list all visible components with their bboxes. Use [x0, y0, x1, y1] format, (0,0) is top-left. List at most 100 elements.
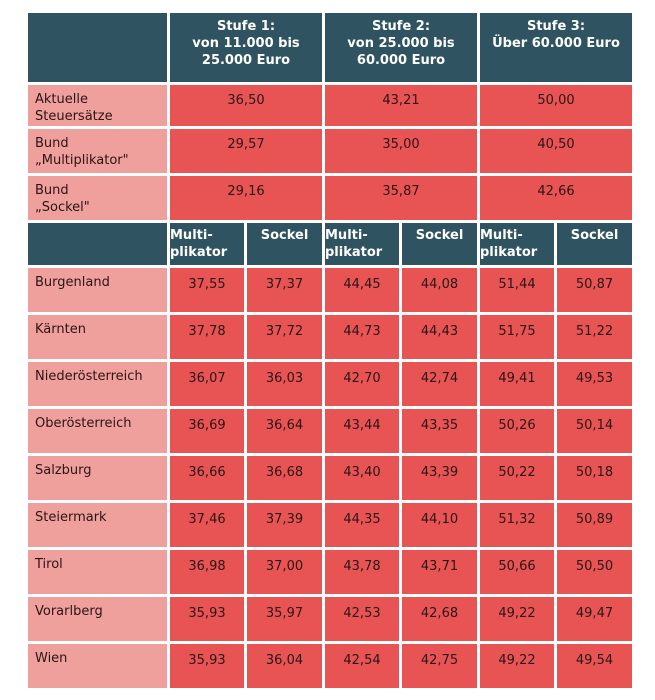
header-stufe2-line: Stufe 2:	[371, 19, 431, 34]
summary-value-cell: 50,00	[480, 85, 632, 126]
state-value-cell: 44,43	[402, 315, 477, 359]
subheader-multiplikator-line: plikator	[480, 245, 538, 260]
state-row: Wien 35,93 36,04 42,54 42,75 49,22 49,54	[28, 644, 632, 688]
state-value-cell: 44,45	[325, 268, 399, 312]
subheader-multiplikator: Multi-plikator	[480, 223, 554, 265]
state-value-cell: 49,47	[557, 597, 632, 641]
state-value-cell: 42,75	[402, 644, 477, 688]
summary-value-cell: 29,57	[170, 129, 322, 173]
state-value-cell: 49,54	[557, 644, 632, 688]
state-value-cell: 42,70	[325, 362, 399, 406]
summary-row: Bund „Sockel" 29,16 35,87 42,66	[28, 176, 632, 220]
header-stufe3-line: Stufe 3:	[526, 19, 586, 34]
state-value-cell: 42,68	[402, 597, 477, 641]
subheader-multiplikator: Multi-plikator	[170, 223, 244, 265]
state-name: Tirol	[28, 550, 167, 594]
summary-value-cell: 40,50	[480, 129, 632, 173]
summary-label-line: Bund	[35, 183, 69, 198]
state-row: Niederösterreich 36,07 36,03 42,70 42,74 49,4…	[28, 362, 632, 406]
summary-value-cell: 35,00	[325, 129, 477, 173]
summary-label: Aktuelle Steuersätze	[28, 85, 167, 126]
summary-value-cell: 36,50	[170, 85, 322, 126]
header-corner-cell	[28, 13, 167, 82]
state-value-cell: 44,10	[402, 503, 477, 547]
state-value-cell: 43,44	[325, 409, 399, 453]
header-stufe1-line: Stufe 1:	[216, 19, 276, 34]
state-value-cell: 50,89	[557, 503, 632, 547]
state-value-cell: 51,44	[480, 268, 554, 312]
state-value-cell: 35,97	[247, 597, 322, 641]
state-value-cell: 42,74	[402, 362, 477, 406]
state-name: Niederösterreich	[28, 362, 167, 406]
state-value-cell: 35,93	[170, 644, 244, 688]
state-row: Burgenland 37,55 37,37 44,45 44,08 51,44 50,87	[28, 268, 632, 312]
state-row: Steiermark 37,46 37,39 44,35 44,10 51,32 50,89	[28, 503, 632, 547]
state-name: Vorarlberg	[28, 597, 167, 641]
summary-label-line: „Multiplikator"	[35, 153, 129, 168]
state-name: Kärnten	[28, 315, 167, 359]
state-value-cell: 50,18	[557, 456, 632, 500]
summary-value-cell: 43,21	[325, 85, 477, 126]
state-value-cell: 37,37	[247, 268, 322, 312]
state-value-cell: 36,69	[170, 409, 244, 453]
header-row: Stufe 1: von 11.000 bis 25.000 Euro Stufe 2…	[28, 13, 632, 82]
state-value-cell: 37,55	[170, 268, 244, 312]
header-stufe1: Stufe 1: von 11.000 bis 25.000 Euro	[170, 13, 322, 82]
state-value-cell: 43,71	[402, 550, 477, 594]
state-value-cell: 42,54	[325, 644, 399, 688]
state-value-cell: 49,22	[480, 597, 554, 641]
state-name: Steiermark	[28, 503, 167, 547]
state-value-cell: 50,50	[557, 550, 632, 594]
summary-label-line: Bund	[35, 136, 69, 151]
subheader-multiplikator-line: Multi-	[170, 228, 213, 243]
tax-rate-table: Stufe 1: von 11.000 bis 25.000 Euro Stufe 2…	[25, 10, 635, 691]
subheader-multiplikator-line: plikator	[325, 245, 383, 260]
state-value-cell: 43,40	[325, 456, 399, 500]
state-value-cell: 36,04	[247, 644, 322, 688]
summary-row: Aktuelle Steuersätze 36,50 43,21 50,00	[28, 85, 632, 126]
header-stufe2-line: von 25.000 bis	[347, 36, 455, 51]
summary-row: Bund „Multiplikator" 29,57 35,00 40,50	[28, 129, 632, 173]
state-value-cell: 37,46	[170, 503, 244, 547]
state-value-cell: 36,98	[170, 550, 244, 594]
subheader-multiplikator-line: Multi-	[325, 228, 368, 243]
subheader-row: Multi-plikator Sockel Multi-plikator Sockel…	[28, 223, 632, 265]
summary-label: Bund „Sockel"	[28, 176, 167, 220]
header-stufe3: Stufe 3: Über 60.000 Euro	[480, 13, 632, 82]
header-stufe1-line: von 11.000 bis	[192, 36, 300, 51]
summary-value-cell: 42,66	[480, 176, 632, 220]
state-value-cell: 51,75	[480, 315, 554, 359]
summary-label-line: „Sockel"	[35, 200, 90, 215]
summary-label: Bund „Multiplikator"	[28, 129, 167, 173]
state-name: Oberösterreich	[28, 409, 167, 453]
state-name: Salzburg	[28, 456, 167, 500]
state-value-cell: 37,00	[247, 550, 322, 594]
state-row: Kärnten 37,78 37,72 44,73 44,43 51,75 51,22	[28, 315, 632, 359]
subheader-multiplikator: Multi-plikator	[325, 223, 399, 265]
subheader-sockel: Sockel	[402, 223, 477, 265]
state-value-cell: 43,78	[325, 550, 399, 594]
state-value-cell: 50,26	[480, 409, 554, 453]
subheader-multiplikator-line: plikator	[170, 245, 228, 260]
state-value-cell: 42,53	[325, 597, 399, 641]
state-value-cell: 36,64	[247, 409, 322, 453]
header-stufe2: Stufe 2: von 25.000 bis 60.000 Euro	[325, 13, 477, 82]
state-value-cell: 50,87	[557, 268, 632, 312]
state-value-cell: 44,08	[402, 268, 477, 312]
state-value-cell: 51,22	[557, 315, 632, 359]
state-value-cell: 44,73	[325, 315, 399, 359]
state-value-cell: 36,66	[170, 456, 244, 500]
state-value-cell: 35,93	[170, 597, 244, 641]
state-value-cell: 36,07	[170, 362, 244, 406]
state-value-cell: 37,39	[247, 503, 322, 547]
state-value-cell: 49,53	[557, 362, 632, 406]
subheader-sockel: Sockel	[247, 223, 322, 265]
state-value-cell: 50,22	[480, 456, 554, 500]
header-stufe1-line: 25.000 Euro	[201, 53, 291, 68]
summary-value-cell: 35,87	[325, 176, 477, 220]
state-row: Salzburg 36,66 36,68 43,40 43,39 50,22 50,18	[28, 456, 632, 500]
state-value-cell: 36,03	[247, 362, 322, 406]
state-value-cell: 43,39	[402, 456, 477, 500]
state-value-cell: 49,41	[480, 362, 554, 406]
state-value-cell: 43,35	[402, 409, 477, 453]
